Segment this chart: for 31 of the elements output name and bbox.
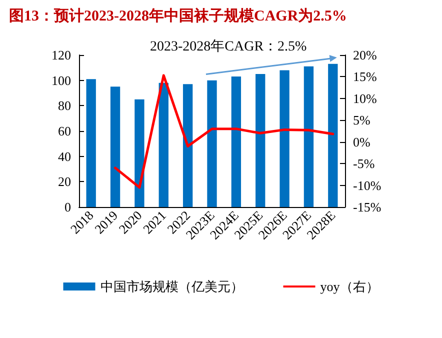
y-tick-label: 20	[58, 174, 71, 190]
bar	[231, 76, 242, 207]
legend-label: yoy（右）	[320, 279, 379, 294]
y2-tick-label: 20%	[353, 48, 377, 62]
bar	[280, 70, 290, 207]
legend-label: 中国市场规模（亿美元）	[100, 279, 244, 294]
bar	[110, 86, 120, 207]
bar	[304, 66, 314, 207]
bar	[328, 64, 338, 207]
bar	[86, 79, 96, 207]
y2-tick-label: 10%	[353, 90, 377, 106]
bar	[134, 99, 144, 207]
bar	[256, 74, 266, 207]
y2-tick-label: 5%	[353, 112, 370, 128]
y2-tick-label: -10%	[353, 178, 382, 193]
y-tick-label: 80	[58, 98, 71, 114]
chart-title: 图13：预计2023-2028年中国袜子规模CAGR为2.5%	[9, 8, 347, 24]
y-tick-label: 120	[52, 48, 71, 62]
text: 2023-2028年CAGR：2.5%	[150, 38, 308, 54]
y-tick-label: 0	[64, 200, 71, 214]
y2-tick-label: -5%	[353, 156, 375, 172]
y-tick-label: 40	[58, 148, 71, 164]
y2-tick-label: 0%	[353, 134, 370, 150]
bar	[207, 80, 217, 207]
line-series	[114, 74, 334, 189]
y2-tick-label: -15%	[353, 200, 382, 214]
y2-tick-label: 15%	[353, 69, 377, 84]
bar	[158, 82, 168, 207]
y-tick-label: 100	[52, 72, 71, 88]
bar	[182, 84, 193, 207]
y-tick-label: 60	[58, 124, 71, 138]
